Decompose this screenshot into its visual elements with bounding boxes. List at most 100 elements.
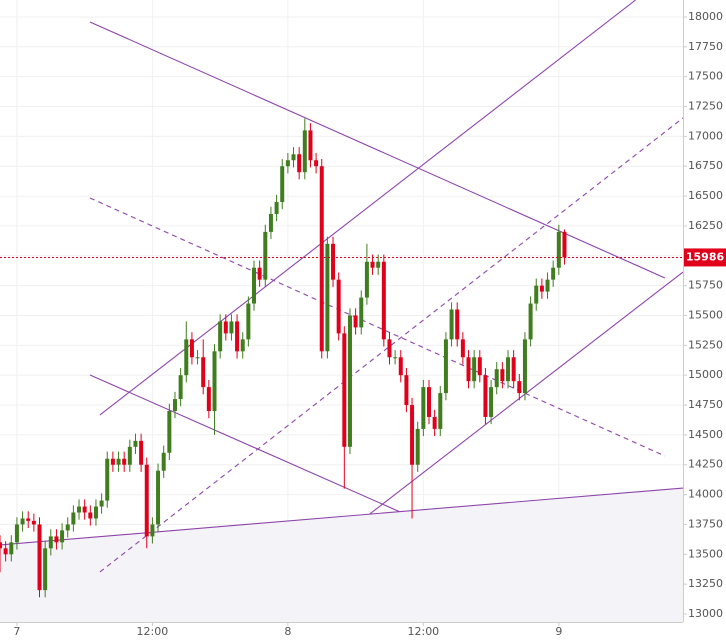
y-tick-label: 17750 xyxy=(688,40,723,53)
candle-body xyxy=(116,458,121,465)
plot-area xyxy=(0,0,684,622)
candle-body xyxy=(280,166,285,203)
candle-body xyxy=(302,130,307,173)
candle-body xyxy=(347,315,352,447)
y-tick-label: 15250 xyxy=(688,338,723,351)
candle-body xyxy=(122,458,127,465)
x-tick-label: 12:00 xyxy=(407,625,439,638)
candle-body xyxy=(381,261,386,340)
candle-body xyxy=(88,512,93,519)
candle-body xyxy=(229,321,234,334)
candle-body xyxy=(65,524,70,531)
candle-body xyxy=(449,309,454,340)
x-tick-label: 8 xyxy=(284,625,291,638)
y-tick-label: 17250 xyxy=(688,100,723,113)
candle-body xyxy=(517,381,522,394)
candle-body xyxy=(240,339,245,352)
candle-body xyxy=(268,213,273,232)
candle-body xyxy=(506,357,511,382)
candle-body xyxy=(387,339,392,358)
shaded-region xyxy=(0,488,683,622)
candle-body xyxy=(443,339,448,394)
trendline xyxy=(0,487,684,546)
candle-body xyxy=(99,500,104,507)
candle-body xyxy=(308,130,313,161)
candle-body xyxy=(489,387,494,417)
candle-body xyxy=(156,470,161,525)
candle-body xyxy=(71,512,76,525)
candle-body xyxy=(477,357,482,376)
y-tick-label: 15000 xyxy=(688,368,723,381)
candle-body xyxy=(466,357,471,382)
candle-body xyxy=(37,524,42,591)
candle-body xyxy=(556,231,561,268)
candle-body xyxy=(184,339,189,376)
candle-body xyxy=(534,285,539,304)
y-tick-label: 13250 xyxy=(688,577,723,590)
y-tick-label: 13000 xyxy=(688,607,723,620)
y-tick-label: 18000 xyxy=(688,10,723,23)
candle-body xyxy=(432,416,437,429)
candle-body xyxy=(43,548,48,591)
candle-body xyxy=(353,315,358,328)
candle-body xyxy=(404,375,409,406)
trendline xyxy=(89,21,666,279)
candle-body xyxy=(195,357,200,359)
candle-body xyxy=(206,387,211,412)
candle-body xyxy=(218,321,223,352)
y-tick-label: 16250 xyxy=(688,219,723,232)
y-tick-label: 15750 xyxy=(688,279,723,292)
candle-body xyxy=(223,321,228,334)
candle-body xyxy=(172,399,177,412)
candle-body xyxy=(212,351,217,412)
candle-body xyxy=(483,375,488,417)
candle-body xyxy=(257,267,262,280)
candle-body xyxy=(105,458,110,501)
candle-body xyxy=(139,440,144,465)
candle-body xyxy=(20,518,25,525)
candle-body xyxy=(93,506,98,519)
candle-body xyxy=(398,357,403,376)
candle-body xyxy=(0,542,2,549)
y-tick-label: 17000 xyxy=(688,129,723,142)
candle-body xyxy=(539,285,544,292)
y-tick-label: 13750 xyxy=(688,517,723,530)
candle-body xyxy=(82,506,87,513)
candle-body xyxy=(325,243,330,352)
x-tick-label: 7 xyxy=(13,625,20,638)
candle-body xyxy=(77,506,82,513)
y-tick-label: 17500 xyxy=(688,70,723,83)
candle-body xyxy=(189,339,194,358)
candle-body xyxy=(393,357,398,359)
y-tick-label: 14500 xyxy=(688,428,723,441)
candle-body xyxy=(551,267,556,280)
candle-body xyxy=(235,321,240,352)
candle-body xyxy=(472,357,477,382)
candle-body xyxy=(60,530,65,543)
candle-body xyxy=(274,202,279,214)
candle-body xyxy=(31,520,36,525)
candle-body xyxy=(48,536,53,549)
candle-body xyxy=(460,339,465,358)
y-tick-label: 15500 xyxy=(688,308,723,321)
last-price-label: 15986 xyxy=(686,250,725,263)
candle-body xyxy=(438,393,443,429)
candle-body xyxy=(161,452,166,471)
candle-body xyxy=(511,357,516,382)
candle-body xyxy=(178,375,183,400)
candle-body xyxy=(331,243,336,280)
candle-body xyxy=(314,160,319,167)
y-tick-label: 14250 xyxy=(688,458,723,471)
candle-body xyxy=(285,160,290,167)
last-price-box xyxy=(684,248,726,267)
candle-body xyxy=(494,369,499,388)
candle-body xyxy=(291,154,296,161)
candle-body xyxy=(252,267,257,304)
candle-body xyxy=(167,411,172,453)
candle-body xyxy=(545,279,550,292)
trendline xyxy=(99,0,636,416)
candle-body xyxy=(342,333,347,447)
candle-body xyxy=(297,154,302,173)
trendline xyxy=(89,197,666,457)
